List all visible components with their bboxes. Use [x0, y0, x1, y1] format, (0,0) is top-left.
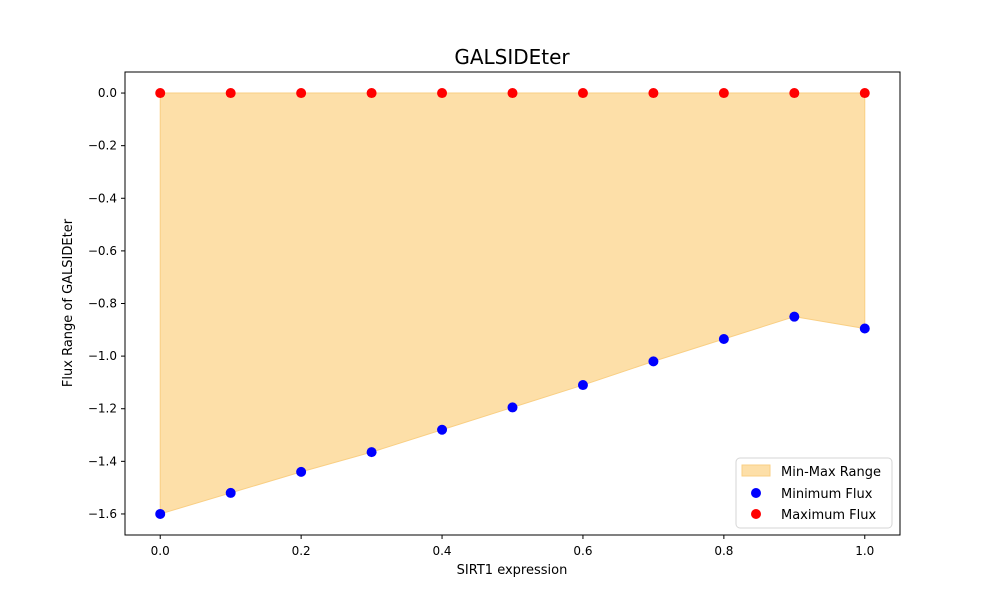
minimum-flux-point: [577, 380, 588, 391]
minimum-flux-point: [437, 424, 448, 435]
plot-area: [124, 71, 901, 536]
x-axis-tick-label: 0.8: [714, 544, 733, 558]
y-axis-tick-label: −0.2: [88, 139, 117, 153]
legend-minimum-flux-label: Minimum Flux: [781, 487, 873, 502]
y-axis-tick-label: 0.0: [98, 86, 117, 100]
x-axis-label: SIRT1 expression: [457, 563, 568, 578]
x-axis-tick-label: 0.4: [432, 544, 451, 558]
maximum-flux-series: [155, 88, 870, 99]
legend: Min-Max Range Minimum Flux Maximum Flux: [735, 457, 893, 529]
y-axis-tick-label: −1.6: [88, 507, 117, 521]
x-axis-tick-label: 0.0: [151, 544, 170, 558]
minimum-flux-point: [296, 466, 307, 477]
maximum-flux-point: [507, 88, 518, 99]
x-axis-tick-label: 1.0: [855, 544, 874, 558]
minimum-flux-point: [155, 508, 166, 519]
maximum-flux-point: [648, 88, 659, 99]
minimum-flux-point: [789, 311, 800, 322]
minimum-flux-point: [225, 487, 236, 498]
legend-minimum-flux-marker: [751, 488, 761, 498]
min-max-range-area: [159, 92, 866, 515]
y-axis-label: Flux Range of GALSIDEter: [61, 218, 76, 387]
maximum-flux-point: [155, 88, 166, 99]
y-axis-tick-label: −1.4: [88, 454, 117, 468]
maximum-flux-point: [437, 88, 448, 99]
legend-box: [735, 457, 893, 529]
x-axis-tick-label: 0.2: [292, 544, 311, 558]
maximum-flux-point: [577, 88, 588, 99]
legend-min-max-range-label: Min-Max Range: [781, 465, 881, 480]
maximum-flux-point: [789, 88, 800, 99]
chart-title: GALSIDEter: [454, 45, 570, 69]
x-axis-tick-label: 0.6: [573, 544, 592, 558]
y-axis: 0.0 −0.2 −0.4 −0.6 −0.8 −1.0 −1.2 −1.4 −1.6: [88, 86, 125, 521]
minimum-flux-point: [859, 323, 870, 334]
y-axis-tick-label: −0.6: [88, 244, 117, 258]
y-axis-tick-label: −1.2: [88, 402, 117, 416]
legend-min-max-range-swatch: [741, 464, 771, 477]
legend-maximum-flux-label: Maximum Flux: [781, 508, 877, 523]
minimum-flux-point: [718, 334, 729, 345]
y-axis-tick-label: −0.8: [88, 297, 117, 311]
maximum-flux-point: [718, 88, 729, 99]
maximum-flux-point: [859, 88, 870, 99]
minimum-flux-point: [648, 356, 659, 367]
maximum-flux-point: [225, 88, 236, 99]
maximum-flux-point: [296, 88, 307, 99]
legend-maximum-flux-marker: [751, 509, 761, 519]
maximum-flux-point: [366, 88, 377, 99]
minimum-flux-series: [155, 311, 870, 519]
y-axis-tick-label: −0.4: [88, 191, 117, 205]
x-axis: 0.0 0.2 0.4 0.6 0.8 1.0: [151, 535, 874, 558]
minimum-flux-point: [507, 402, 518, 413]
minimum-flux-point: [366, 447, 377, 458]
y-axis-tick-label: −1.0: [88, 349, 117, 363]
